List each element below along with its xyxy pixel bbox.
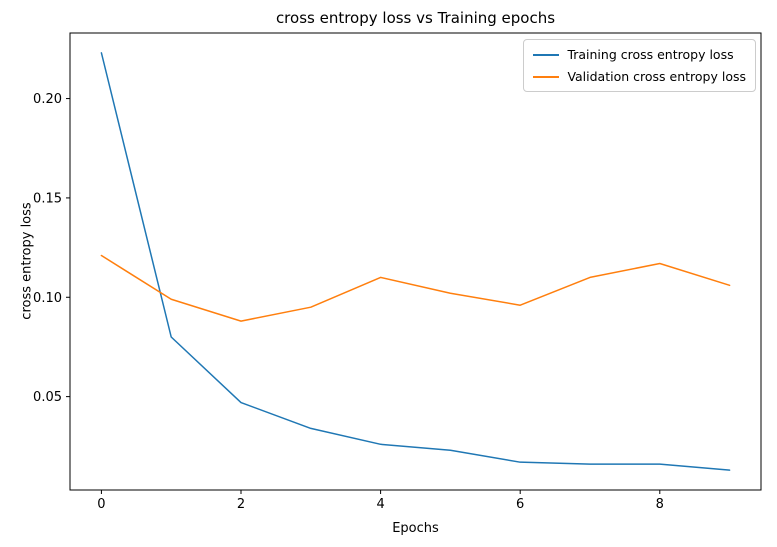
legend-label-validation: Validation cross entropy loss (567, 69, 746, 84)
legend-item-validation: Validation cross entropy loss (533, 69, 746, 84)
validation-cross-entropy-loss-line (100, 254, 731, 322)
y-tick-label: 0.20 (33, 92, 62, 107)
x-axis-label: Epochs (392, 521, 439, 536)
y-axis-label: cross entropy loss (19, 202, 35, 320)
legend-item-training: Training cross entropy loss (533, 47, 746, 62)
plot-border (69, 32, 762, 491)
x-tick-label: 2 (237, 497, 245, 512)
legend: Training cross entropy loss Validation c… (523, 39, 756, 92)
training-cross-entropy-loss-line (100, 52, 731, 471)
x-tick-label: 6 (516, 497, 524, 512)
legend-swatch-training-line (533, 53, 560, 56)
legend-swatch-validation-line (533, 75, 560, 78)
x-tick-label: 8 (656, 497, 664, 512)
x-tick-label: 4 (376, 497, 384, 512)
y-tick-label: 0.15 (33, 191, 62, 206)
y-tick-label: 0.10 (33, 291, 62, 306)
legend-label-training: Training cross entropy loss (567, 47, 734, 62)
y-tick-label: 0.05 (33, 390, 62, 405)
x-tick-label: 0 (97, 497, 105, 512)
chart-title: cross entropy loss vs Training epochs (275, 9, 556, 27)
